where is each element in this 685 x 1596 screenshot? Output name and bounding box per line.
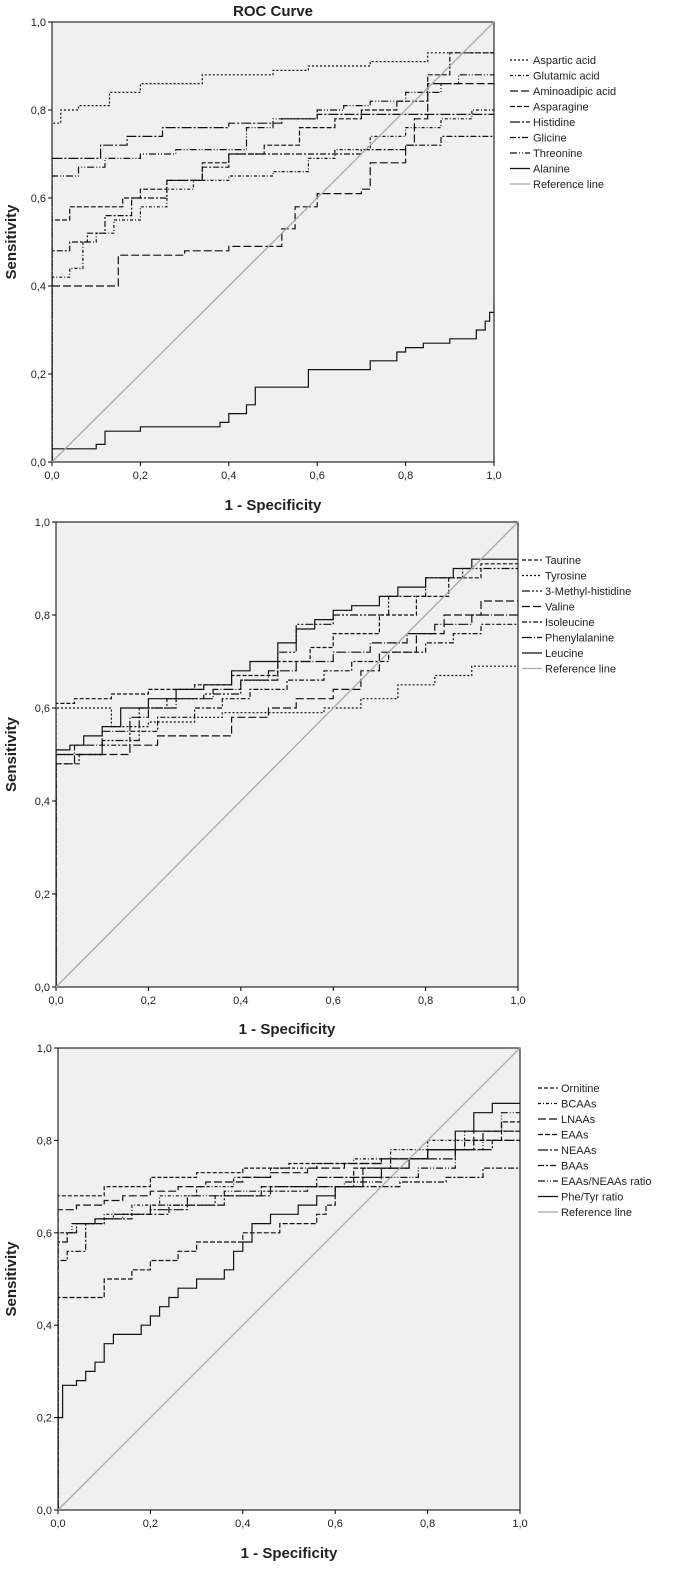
y-axis-label: Sensitivity: [3, 1241, 20, 1317]
series-line-bcaas: [58, 1130, 520, 1510]
legend-label-threonine: Threonine: [533, 148, 583, 160]
legend-label-histidine: Histidine: [533, 117, 575, 129]
legend-label-asparagine: Asparagine: [533, 102, 589, 114]
reference-line: [51, 21, 495, 463]
legend-label-3-methyl-histidine: 3-Methyl-histidine: [545, 586, 631, 598]
legend-label-phe-tyr-ratio: Phe/Tyr ratio: [561, 1192, 623, 1204]
y-tick-label: 1,0: [31, 17, 46, 29]
y-tick-label: 0,8: [31, 105, 46, 117]
roc-chart-2: 0,0 0,2 0,4 0,6 0,8 1,0 0,0 0,2 0,4 0,6 0,8 1,0 1 - …: [3, 517, 631, 1038]
y-tick-label: 0,2: [37, 1413, 52, 1425]
chart-title: ROC Curve: [233, 3, 313, 20]
y-tick-label: 0,4: [35, 796, 50, 808]
x-tick-label: 0,4: [221, 470, 236, 482]
x-tick-label: 1,0: [512, 1518, 527, 1530]
x-tick-label: 0,0: [50, 1518, 65, 1530]
x-tick-label: 0,2: [133, 470, 148, 482]
roc-chart-3: 0,0 0,2 0,4 0,6 0,8 1,0 0,0 0,2 0,4 0,6 0,8 1,0 1 - …: [3, 1043, 651, 1562]
legend-label-alanine: Alanine: [533, 164, 570, 176]
x-tick-label: 0,2: [143, 1518, 158, 1530]
x-tick-label: 0,6: [310, 470, 325, 482]
legend-label-tyrosine: Tyrosine: [545, 571, 587, 583]
y-tick-label: 0,6: [37, 1228, 52, 1240]
series-line-leucine: [56, 558, 518, 987]
legend-label-aminoadipic-acid: Aminoadipic acid: [533, 86, 616, 98]
y-tick-label: 1,0: [37, 1043, 52, 1055]
x-tick-label: 0,8: [420, 1518, 435, 1530]
legend-label-leucine: Leucine: [545, 648, 584, 660]
y-tick-label: 0,8: [35, 610, 50, 622]
series-line-3-methyl-histidine: [56, 567, 518, 987]
x-tick-label: 0,2: [141, 995, 156, 1007]
legend-label-eaas-neaas-ratio: EAAs/NEAAs ratio: [561, 1176, 651, 1188]
series-line-eaas-neaas-ratio: [58, 1112, 520, 1510]
legend-label-bcaas: BCAAs: [561, 1099, 597, 1111]
reference-line: [57, 1047, 521, 1511]
x-tick-label: 0,6: [326, 995, 341, 1007]
legend-label-neaas: NEAAs: [561, 1145, 597, 1157]
legend-label-lnaas: LNAAs: [561, 1114, 596, 1126]
legend-label-valine: Valine: [545, 602, 575, 614]
x-tick-label: 0,0: [44, 470, 59, 482]
legend-label-reference-line: Reference line: [561, 1207, 632, 1219]
legend-label-reference-line: Reference line: [545, 664, 616, 676]
x-axis-label: 1 - Specificity: [225, 497, 322, 514]
y-axis-label: Sensitivity: [3, 204, 20, 280]
x-tick-label: 0,4: [233, 995, 248, 1007]
series-line-baas: [58, 1167, 520, 1510]
y-tick-label: 0,2: [31, 369, 46, 381]
series-line-glutamic-acid: [52, 109, 494, 462]
legend-label-aspartic-acid: Aspartic acid: [533, 55, 596, 67]
y-tick-label: 0,4: [37, 1320, 52, 1332]
reference-line: [55, 521, 519, 988]
x-tick-label: 0,8: [398, 470, 413, 482]
series-line-phe-tyr-ratio: [58, 1102, 520, 1510]
y-tick-label: 0,0: [31, 457, 46, 469]
y-axis-label: Sensitivity: [3, 716, 20, 792]
series-line-alanine: [52, 303, 494, 462]
y-tick-label: 0,2: [35, 889, 50, 901]
legend-label-glutamic-acid: Glutamic acid: [533, 71, 600, 83]
x-tick-label: 0,6: [328, 1518, 343, 1530]
roc-chart-1: ROC Curve 0,0 0,2 0,4 0,6 0,8 1,0 0,0 0,2 0,4 0,6 0…: [3, 3, 616, 514]
legend-label-ornitine: Ornitine: [561, 1083, 600, 1095]
series-line-tyrosine: [56, 665, 518, 987]
y-tick-label: 0,8: [37, 1135, 52, 1147]
y-tick-label: 0,4: [31, 281, 46, 293]
y-tick-label: 0,0: [35, 982, 50, 994]
y-tick-label: 1,0: [35, 517, 50, 529]
series-line-aminoadipic-acid: [52, 82, 494, 462]
x-axis-label: 1 - Specificity: [241, 1545, 338, 1562]
legend-label-eaas: EAAs: [561, 1130, 589, 1142]
x-tick-label: 0,4: [235, 1518, 250, 1530]
legend-label-isoleucine: Isoleucine: [545, 617, 595, 629]
legend-label-glicine: Glicine: [533, 133, 567, 145]
legend-label-reference-line: Reference line: [533, 179, 604, 191]
legend-label-taurine: Taurine: [545, 555, 581, 567]
legend-label-phenylalanine: Phenylalanine: [545, 633, 614, 645]
x-tick-label: 1,0: [510, 995, 525, 1007]
series-line-glicine: [52, 135, 494, 462]
x-tick-label: 0,8: [418, 995, 433, 1007]
y-tick-label: 0,0: [37, 1505, 52, 1517]
x-tick-label: 1,0: [486, 470, 501, 482]
legend-label-baas: BAAs: [561, 1161, 589, 1173]
series-line-aspartic-acid: [52, 52, 494, 462]
x-tick-label: 0,0: [48, 995, 63, 1007]
y-tick-label: 0,6: [35, 703, 50, 715]
y-tick-label: 0,6: [31, 193, 46, 205]
x-axis-label: 1 - Specificity: [239, 1021, 336, 1038]
